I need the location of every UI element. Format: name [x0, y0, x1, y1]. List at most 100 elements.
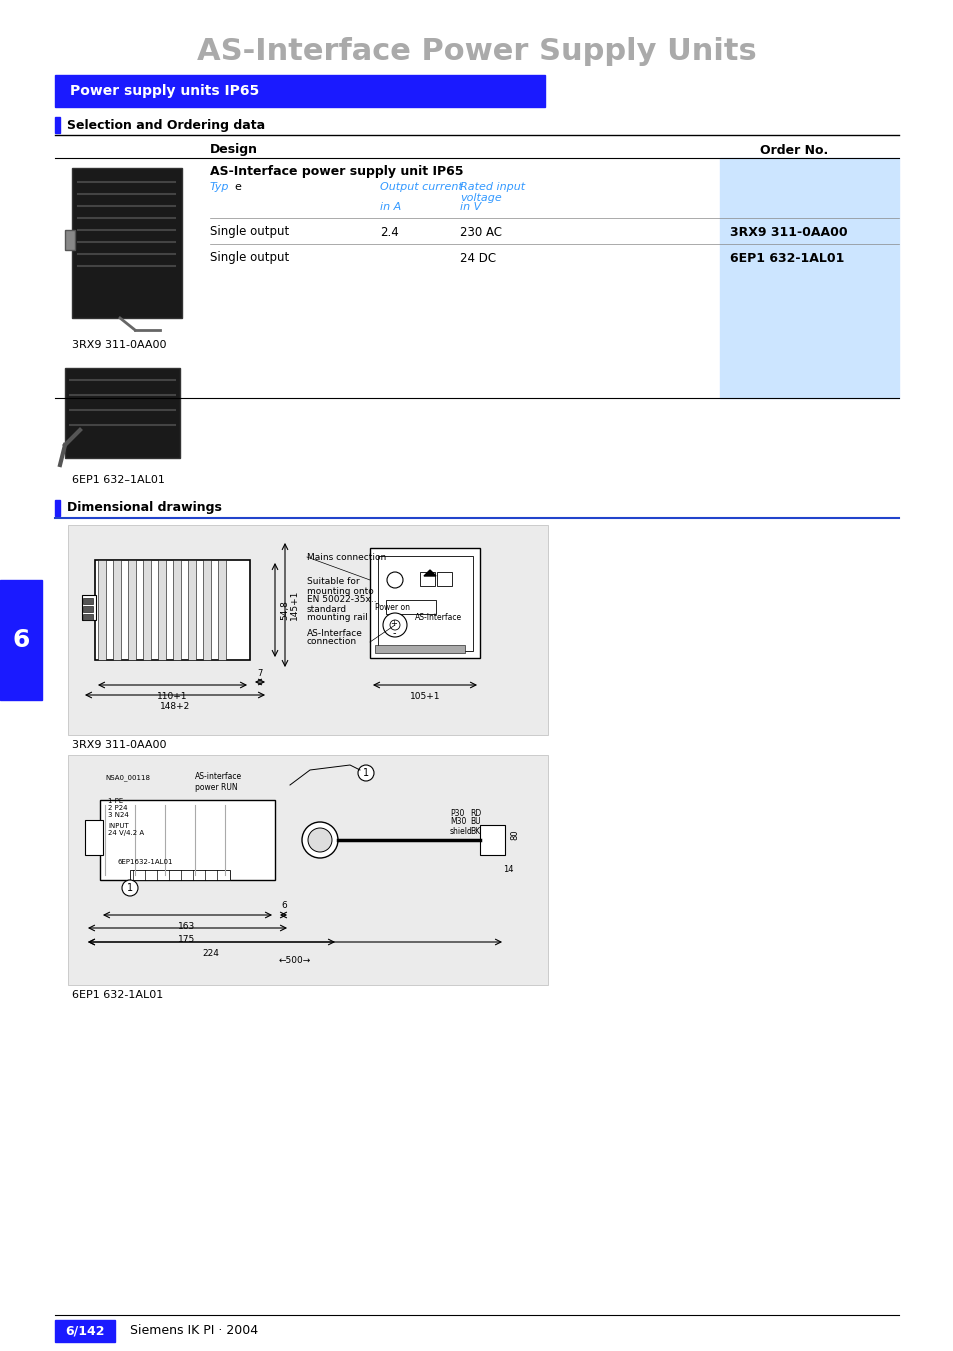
Text: BK: BK [470, 827, 479, 835]
Text: 145+1: 145+1 [290, 590, 298, 620]
Bar [375, 644, 464, 653]
Bar [188, 561, 195, 661]
Bar [100, 800, 274, 880]
Circle shape [302, 821, 337, 858]
Text: -: - [392, 628, 395, 638]
Bar [55, 500, 60, 516]
Text: Mains connection: Mains connection [307, 553, 386, 562]
Text: AS-Interface Power Supply Units: AS-Interface Power Supply Units [197, 38, 756, 66]
Bar [128, 561, 136, 661]
Text: 6: 6 [12, 628, 30, 653]
Text: 6EP1 632-1AL01: 6EP1 632-1AL01 [71, 990, 163, 1000]
Text: e: e [233, 182, 240, 192]
Text: 148+2: 148+2 [160, 703, 190, 711]
Text: 3RX9 311-0AA00: 3RX9 311-0AA00 [71, 340, 167, 350]
Text: 163: 163 [178, 921, 195, 931]
Text: Dimensional drawings: Dimensional drawings [67, 501, 222, 515]
Text: 105+1: 105+1 [410, 692, 439, 701]
Text: 1: 1 [362, 767, 369, 778]
Text: 175: 175 [178, 935, 195, 944]
Text: AS-Interface power supply unit IP65: AS-Interface power supply unit IP65 [210, 165, 463, 177]
Text: 2.4: 2.4 [379, 226, 398, 239]
Text: Typ: Typ [210, 182, 230, 192]
Circle shape [357, 765, 374, 781]
Text: Design: Design [210, 143, 257, 157]
Text: Rated input: Rated input [459, 182, 524, 192]
Text: 1: 1 [127, 884, 132, 893]
Bar [83, 613, 92, 620]
Text: 6EP1632-1AL01: 6EP1632-1AL01 [117, 859, 172, 865]
Bar [386, 600, 436, 613]
Bar [158, 561, 166, 661]
Bar [377, 557, 473, 651]
Text: 224: 224 [202, 948, 219, 958]
Circle shape [308, 828, 332, 852]
Bar [58, 163, 193, 332]
Bar [98, 561, 106, 661]
Text: 80: 80 [510, 830, 518, 840]
Bar [95, 561, 250, 661]
Bar [55, 76, 544, 107]
Bar [85, 820, 103, 855]
Text: Single output: Single output [210, 251, 289, 265]
Text: voltage: voltage [459, 193, 501, 203]
Text: 54,8: 54,8 [280, 600, 289, 620]
Circle shape [382, 613, 407, 638]
Text: INPUT
24 V/4.2 A: INPUT 24 V/4.2 A [108, 824, 144, 836]
Text: in V: in V [459, 203, 480, 212]
Bar [83, 598, 92, 604]
Text: mounting onto: mounting onto [307, 586, 374, 596]
Bar [130, 870, 230, 880]
Text: EN 50022-35x..: EN 50022-35x.. [307, 596, 376, 604]
Text: NSA0_00118: NSA0_00118 [105, 774, 150, 781]
Text: Output current: Output current [379, 182, 462, 192]
Bar [172, 561, 181, 661]
Bar [143, 561, 151, 661]
Text: 6EP1 632-1AL01: 6EP1 632-1AL01 [729, 251, 843, 265]
Bar [68, 755, 547, 985]
Text: 6: 6 [281, 901, 287, 911]
Bar [55, 1320, 115, 1342]
Text: 7: 7 [257, 669, 262, 678]
Text: Power on: Power on [375, 604, 410, 612]
Text: 1 PE
2 P24
3 N24: 1 PE 2 P24 3 N24 [108, 798, 129, 817]
Bar [68, 526, 547, 735]
Text: BU: BU [470, 817, 480, 827]
Text: in A: in A [379, 203, 401, 212]
Bar [0, 580, 42, 700]
Bar [479, 825, 504, 855]
Bar [436, 571, 452, 586]
Text: AS-interface
power RUN: AS-interface power RUN [194, 773, 242, 792]
Text: M30: M30 [450, 817, 466, 827]
Text: connection: connection [307, 638, 356, 647]
Bar [218, 561, 226, 661]
Text: Order No.: Order No. [760, 143, 827, 157]
Bar [370, 549, 479, 658]
Circle shape [387, 571, 402, 588]
Polygon shape [423, 570, 436, 576]
Bar [55, 118, 60, 132]
Text: Suitable for: Suitable for [307, 577, 359, 586]
Text: 24 DC: 24 DC [459, 251, 496, 265]
Text: Power supply units IP65: Power supply units IP65 [70, 84, 259, 99]
Text: shield: shield [450, 827, 473, 835]
Bar [65, 367, 180, 458]
Bar [65, 230, 75, 250]
Text: 14: 14 [502, 866, 513, 874]
Text: Siemens IK PI · 2004: Siemens IK PI · 2004 [130, 1324, 258, 1337]
Bar [720, 158, 898, 399]
Text: 110+1: 110+1 [156, 692, 187, 701]
Text: 6EP1 632–1AL01: 6EP1 632–1AL01 [71, 476, 165, 485]
Text: 3RX9 311-0AA00: 3RX9 311-0AA00 [729, 226, 846, 239]
Text: P30: P30 [450, 808, 464, 817]
Bar [82, 594, 96, 620]
Text: standard: standard [307, 604, 347, 613]
Circle shape [390, 620, 399, 630]
Text: +: + [390, 619, 397, 627]
Text: mounting rail: mounting rail [307, 613, 368, 623]
Bar [83, 607, 92, 612]
Text: AS-Interface: AS-Interface [307, 628, 362, 638]
Text: 6/142: 6/142 [65, 1324, 105, 1337]
Text: Single output: Single output [210, 226, 289, 239]
Text: 230 AC: 230 AC [459, 226, 501, 239]
